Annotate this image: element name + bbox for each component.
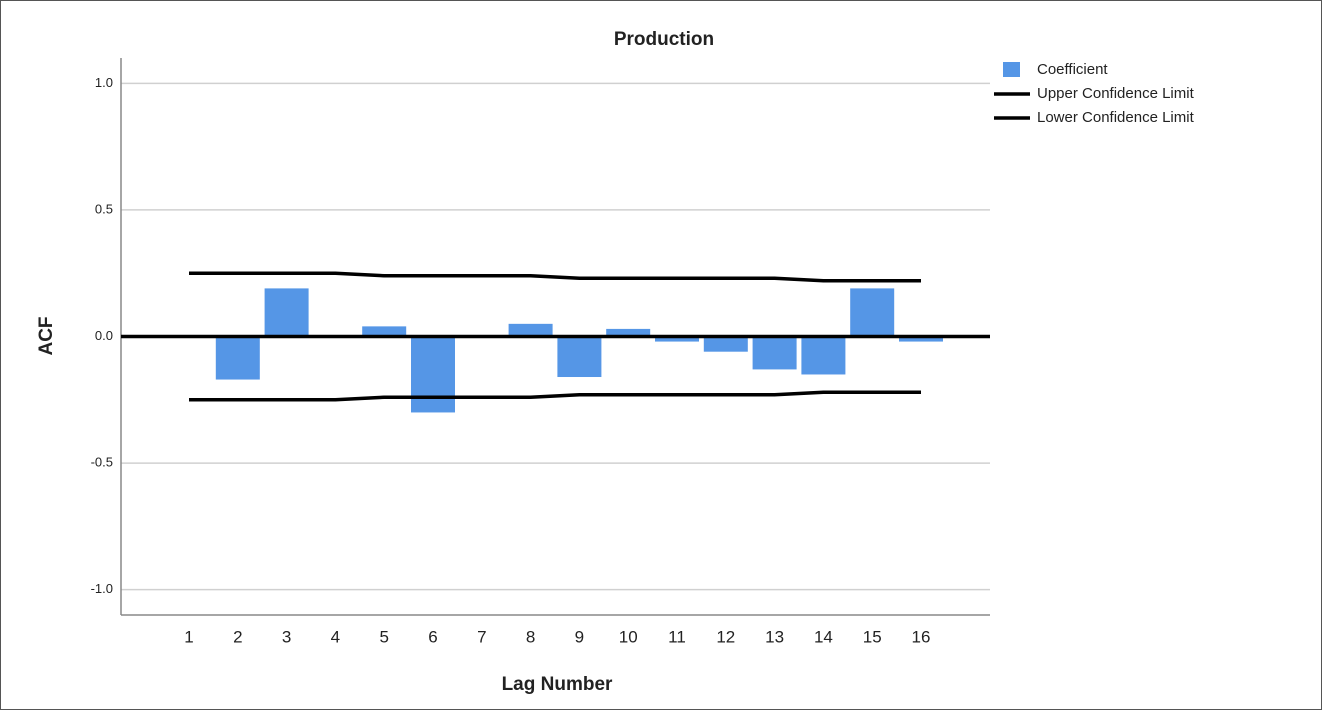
confidence-line: [189, 390, 921, 402]
bar: [752, 336, 797, 370]
bar: [362, 326, 407, 337]
x-tick-label: 15: [863, 627, 882, 646]
x-tick-label: 12: [716, 627, 735, 646]
x-tick-label: 14: [814, 627, 833, 646]
x-tick-label: 16: [912, 627, 931, 646]
x-tick-label: 8: [526, 627, 535, 646]
x-tick-label: 13: [765, 627, 784, 646]
x-tick-label: 5: [379, 627, 388, 646]
bar: [508, 323, 553, 337]
legend-label: Coefficient: [1037, 61, 1108, 78]
x-tick-label: 9: [575, 627, 584, 646]
y-axis-label: ACF: [36, 316, 57, 355]
x-tick-label: 6: [428, 627, 437, 646]
x-tick-label: 1: [184, 627, 193, 646]
y-tick-label: -1.0: [91, 581, 113, 596]
x-tick-label: 10: [619, 627, 638, 646]
bar: [801, 336, 846, 375]
x-tick-label: 4: [331, 627, 340, 646]
x-axis-label: Lag Number: [502, 674, 613, 695]
y-tick-label: -0.5: [91, 455, 113, 470]
x-tick-label: 11: [668, 627, 686, 646]
x-tick-label: 7: [477, 627, 486, 646]
chart-title: Production: [614, 29, 714, 50]
bar: [655, 336, 699, 342]
legend-label: Lower Confidence Limit: [1037, 109, 1195, 126]
y-tick-label: 0.0: [95, 328, 113, 343]
bar: [264, 288, 309, 337]
legend-swatch: [1003, 62, 1020, 77]
legend-label: Upper Confidence Limit: [1037, 85, 1195, 102]
x-tick-label: 3: [282, 627, 291, 646]
bar: [557, 336, 602, 378]
bar: [215, 336, 260, 380]
x-tick-label: 2: [233, 627, 242, 646]
bar: [850, 288, 895, 337]
confidence-line: [189, 271, 921, 283]
bar: [899, 336, 943, 342]
bar: [703, 336, 748, 352]
y-tick-label: 0.5: [95, 201, 113, 216]
bar: [411, 336, 455, 413]
bar: [606, 328, 651, 337]
y-tick-label: 1.0: [95, 75, 113, 90]
